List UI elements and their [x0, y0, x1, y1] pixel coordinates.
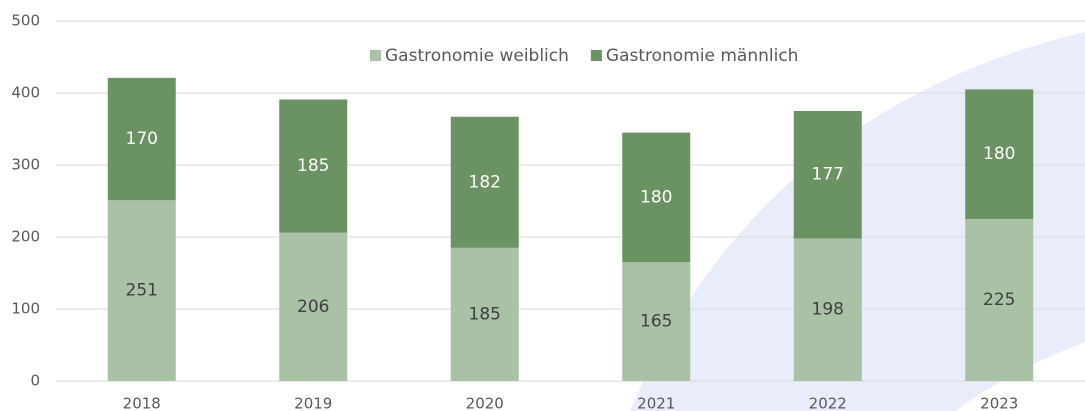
- x-tick-label: 2018: [123, 395, 161, 411]
- x-tick-label: 2020: [466, 395, 504, 411]
- data-label: 180: [983, 144, 1015, 164]
- data-label: 170: [126, 129, 158, 149]
- bar-segment: [107, 77, 176, 201]
- legend-swatch: [370, 50, 381, 61]
- data-label: 206: [297, 297, 329, 317]
- data-label: 251: [126, 281, 158, 301]
- bar-segment: [450, 247, 519, 381]
- legend-swatch: [590, 50, 602, 61]
- y-tick-label: 500: [11, 12, 40, 30]
- bar-segment: [622, 262, 691, 381]
- data-label: 185: [297, 156, 329, 176]
- y-tick-label: 0: [30, 372, 40, 390]
- x-tick-label: 2019: [294, 395, 332, 411]
- bar-segment: [793, 238, 862, 381]
- legend-label: Gastronomie weiblich: [385, 46, 569, 66]
- legend-label: Gastronomie männlich: [606, 46, 799, 66]
- data-label: 185: [469, 304, 501, 324]
- bar-segment: [450, 116, 519, 248]
- x-tick-label: 2021: [637, 395, 675, 411]
- bar-segment: [793, 111, 862, 239]
- data-label: 180: [640, 187, 672, 207]
- bar-segment: [107, 200, 176, 381]
- bar-segment: [279, 232, 348, 381]
- bar-segment: [965, 219, 1034, 381]
- x-tick-label: 2023: [980, 395, 1018, 411]
- x-tick-label: 2022: [809, 395, 847, 411]
- y-tick-label: 300: [11, 156, 40, 174]
- bar-segment: [965, 89, 1034, 220]
- data-label: 177: [812, 165, 844, 185]
- data-label: 165: [640, 312, 672, 332]
- data-label: 198: [812, 300, 844, 320]
- data-label: 225: [983, 290, 1015, 310]
- bar-segment: [622, 132, 691, 263]
- y-tick-label: 100: [11, 300, 40, 318]
- data-label: 182: [469, 172, 501, 192]
- y-tick-label: 400: [11, 84, 40, 102]
- y-tick-label: 200: [11, 228, 40, 246]
- bar-segment: [279, 99, 348, 233]
